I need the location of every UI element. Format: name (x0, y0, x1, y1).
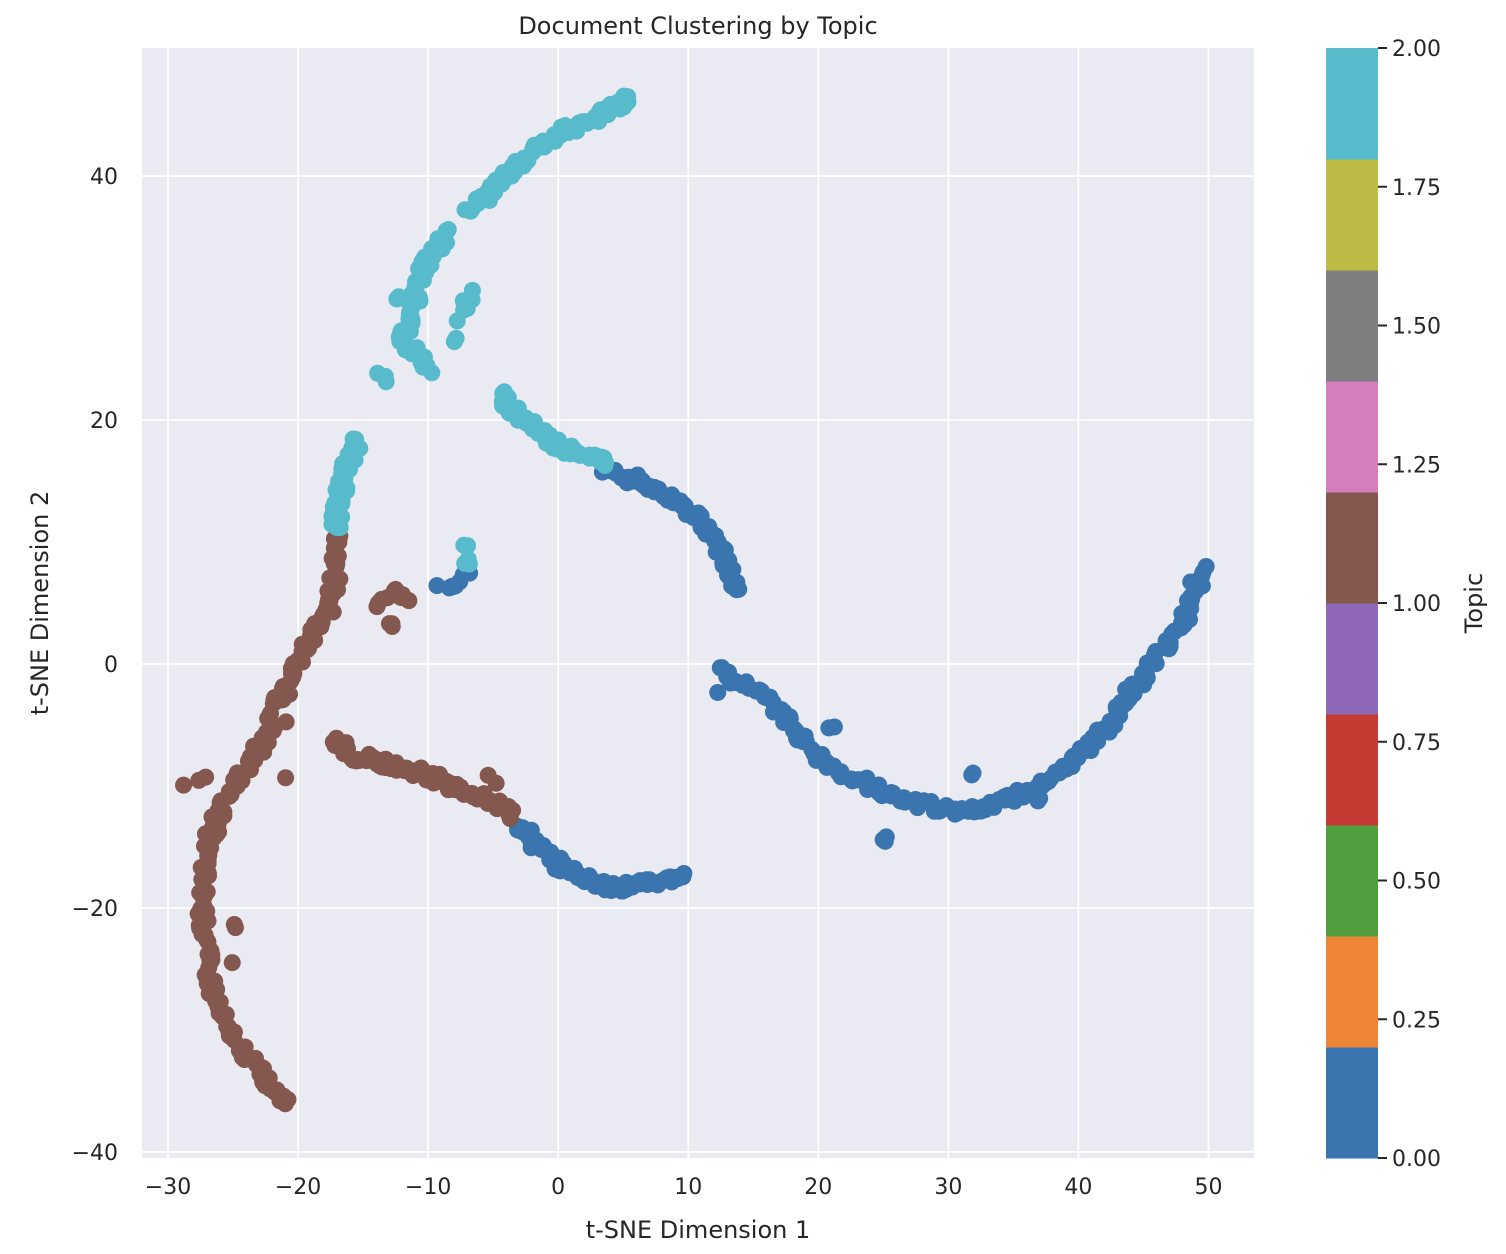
x-axis-ticks: −30 −20 −10 0 10 20 30 40 50 (145, 1175, 1223, 1200)
colorbar-segment (1326, 825, 1378, 937)
x-tick-label: 30 (934, 1175, 962, 1200)
grid (142, 48, 1254, 1158)
data-point (197, 768, 215, 786)
colorbar-segment (1326, 270, 1378, 382)
data-point (459, 537, 477, 555)
x-tick-label: −10 (405, 1175, 451, 1200)
data-point (462, 202, 480, 220)
colorbar-segment (1326, 1047, 1378, 1159)
data-point (487, 774, 505, 792)
data-point (597, 454, 615, 472)
x-tick-label: 0 (551, 1175, 565, 1200)
data-point (447, 329, 465, 347)
colorbar-segment (1326, 603, 1378, 715)
data-point (383, 615, 401, 633)
data-point (175, 776, 193, 794)
colorbar-segment (1326, 714, 1378, 826)
data-point (369, 364, 387, 382)
colorbar-segment (1326, 381, 1378, 493)
data-point (675, 864, 693, 882)
x-tick-label: −20 (275, 1175, 321, 1200)
data-point (1197, 558, 1215, 576)
data-point (1029, 792, 1047, 810)
colorbar-segment (1326, 936, 1378, 1048)
colorbar-tick-label: 1.00 (1392, 592, 1441, 617)
data-point (709, 683, 727, 701)
colorbar-segment (1326, 492, 1378, 604)
colorbar-segment (1326, 48, 1378, 160)
data-points (175, 87, 1215, 1113)
data-point (877, 828, 895, 846)
y-tick-label: −20 (72, 897, 118, 922)
colorbar-tick-label: 2.00 (1392, 37, 1441, 62)
colorbar-segment (1326, 159, 1378, 271)
x-axis-label: t-SNE Dimension 1 (586, 1216, 811, 1244)
colorbar-tick-label: 1.25 (1392, 453, 1441, 478)
y-tick-label: −40 (72, 1141, 118, 1166)
data-point (964, 764, 982, 782)
data-point (277, 713, 295, 731)
data-point (463, 281, 481, 299)
colorbar: 0.00 0.25 0.50 0.75 1.00 1.25 1.50 1.75 2.00 (1326, 37, 1441, 1172)
colorbar-tick-label: 1.50 (1392, 315, 1441, 340)
data-point (459, 550, 477, 568)
y-axis-ticks: −40 −20 0 20 40 (72, 165, 118, 1166)
data-point (726, 579, 744, 597)
data-point (423, 364, 441, 382)
data-point (400, 592, 418, 610)
y-tick-label: 40 (90, 165, 118, 190)
data-point (388, 290, 406, 308)
chart-title: Document Clustering by Topic (518, 12, 877, 40)
data-point (347, 430, 365, 448)
data-point (226, 919, 244, 937)
plot-area (142, 48, 1254, 1158)
data-point (277, 769, 295, 787)
x-tick-label: 20 (804, 1175, 832, 1200)
y-tick-label: 20 (90, 409, 118, 434)
data-point (501, 807, 519, 825)
colorbar-tick-label: 1.75 (1392, 176, 1441, 201)
x-tick-label: 40 (1064, 1175, 1092, 1200)
y-tick-label: 0 (104, 653, 118, 678)
colorbar-tick-label: 0.75 (1392, 731, 1441, 756)
colorbar-label: Topic (1460, 573, 1488, 634)
x-tick-label: 50 (1194, 1175, 1222, 1200)
x-tick-label: −30 (145, 1175, 191, 1200)
y-axis-label: t-SNE Dimension 2 (26, 491, 54, 716)
data-point (223, 954, 241, 972)
data-point (820, 719, 838, 737)
x-tick-label: 10 (674, 1175, 702, 1200)
colorbar-tick-label: 0.50 (1392, 870, 1441, 895)
colorbar-tick-label: 0.00 (1392, 1147, 1441, 1172)
colorbar-tick-label: 0.25 (1392, 1008, 1441, 1033)
data-point (279, 1091, 297, 1109)
